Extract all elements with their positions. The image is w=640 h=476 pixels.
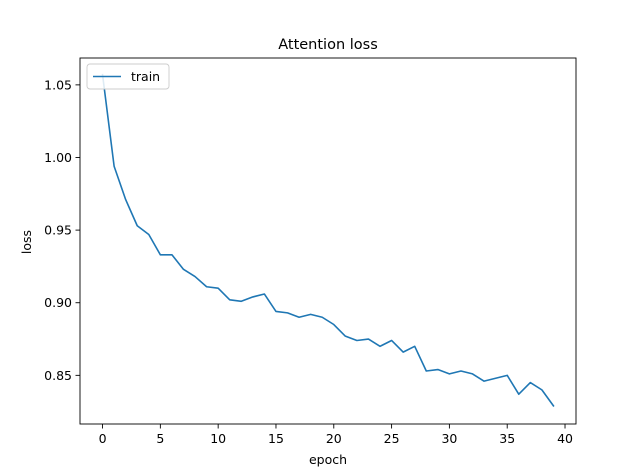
x-tick-label: 35 [499, 431, 515, 446]
y-tick-label: 1.05 [44, 77, 72, 92]
y-tick-label: 0.95 [44, 223, 72, 238]
x-tick-label: 5 [156, 431, 164, 446]
x-tick-label: 15 [268, 431, 284, 446]
y-tick-label: 1.00 [44, 150, 72, 165]
x-tick-label: 40 [557, 431, 573, 446]
plot-area: 0 5 10 15 20 25 30 35 40 0.85 0.90 0.95 1.00 1.05 trai… [44, 57, 577, 446]
plot-frame [79, 57, 577, 425]
x-axis-label: epoch [309, 452, 347, 467]
y-tick-label: 0.85 [44, 368, 72, 383]
x-tick-label: 25 [384, 431, 400, 446]
chart-title: Attention loss [278, 37, 378, 53]
legend-label-train: train [131, 69, 160, 84]
x-tick-label: 20 [326, 431, 342, 446]
series-line-train [101, 73, 555, 407]
x-tick-label: 10 [210, 431, 226, 446]
y-axis-label: loss [19, 230, 34, 254]
legend-box [86, 63, 170, 90]
x-tick-label: 30 [441, 431, 457, 446]
x-tick-label: 0 [99, 431, 107, 446]
y-tick-label: 0.90 [44, 295, 72, 310]
